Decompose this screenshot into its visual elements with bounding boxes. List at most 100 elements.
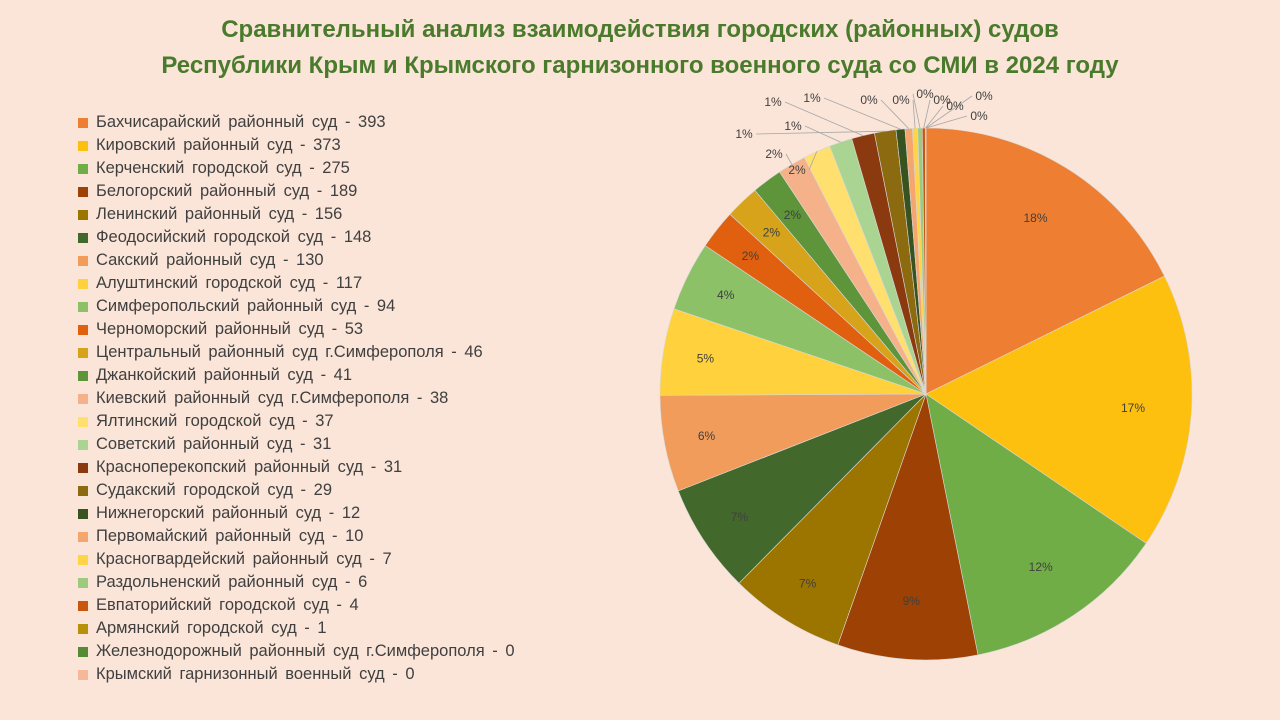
legend-swatch: [78, 577, 88, 588]
legend-label: Красноперекопский районный суд - 31: [96, 458, 403, 476]
legend-item: Кировский районный суд - 373: [78, 134, 515, 157]
pie-leader-line: [925, 105, 944, 129]
pie-data-label: 9%: [903, 594, 921, 608]
pie-data-label: 12%: [1029, 560, 1053, 574]
pie-data-label: 2%: [788, 163, 806, 177]
legend-label: Белогорский районный суд - 189: [96, 182, 358, 200]
legend-label: Первомайский районный суд - 10: [96, 527, 364, 545]
pie-data-label: 18%: [1023, 211, 1047, 225]
legend-swatch: [78, 232, 88, 243]
legend-swatch: [78, 531, 88, 542]
legend-item: Керченский городской суд - 275: [78, 157, 515, 180]
legend-label: Ленинский районный суд - 156: [96, 205, 343, 223]
pie-data-label: 5%: [697, 351, 715, 365]
pie-data-label: 0%: [892, 93, 910, 107]
legend-label: Железнодорожный районный суд г.Симферопо…: [96, 642, 515, 660]
legend-label: Бахчисарайский районный суд - 393: [96, 113, 386, 131]
legend-swatch: [78, 416, 88, 427]
legend-swatch: [78, 646, 88, 657]
legend-label: Армянский городской суд - 1: [96, 619, 327, 637]
legend-swatch: [78, 370, 88, 381]
legend-item: Центральный районный суд г.Симферополя -…: [78, 341, 515, 364]
legend-swatch: [78, 324, 88, 335]
legend-item: Крымский гарнизонный военный суд - 0: [78, 663, 515, 686]
pie-data-label: 1%: [803, 91, 821, 105]
pie-leader-lines: [755, 93, 973, 171]
legend-item: Феодосийский городской суд - 148: [78, 226, 515, 249]
legend-label: Крымский гарнизонный военный суд - 0: [96, 665, 415, 683]
legend-item: Евпаторийский городской суд - 4: [78, 594, 515, 617]
pie-leader-line: [925, 95, 973, 129]
pie-data-label: 2%: [784, 208, 802, 222]
legend-item: Нижнегорский районный суд - 12: [78, 502, 515, 525]
legend-label: Алуштинский городской суд - 117: [96, 274, 363, 292]
pie-data-label: 0%: [970, 109, 988, 123]
pie-data-label: 17%: [1121, 401, 1145, 415]
legend-item: Сакский районный суд - 130: [78, 249, 515, 272]
pie-leader-line: [880, 99, 909, 129]
legend-item: Белогорский районный суд - 189: [78, 180, 515, 203]
legend-swatch: [78, 209, 88, 220]
legend-label: Евпаторийский городской суд - 4: [96, 596, 359, 614]
pie-data-label: 7%: [731, 510, 749, 524]
pie-leader-line: [785, 153, 793, 165]
pie-slice: [738, 393, 927, 646]
legend-swatch: [78, 186, 88, 197]
legend-swatch: [78, 554, 88, 565]
legend-item: Раздольненский районный суд - 6: [78, 571, 515, 594]
legend-label: Черноморский районный суд - 53: [96, 320, 364, 338]
pie-slice: [925, 127, 1165, 395]
chart-title-line-1: Сравнительный анализ взаимодействия горо…: [221, 16, 1059, 43]
legend-item: Армянский городской суд - 1: [78, 617, 515, 640]
legend-item: Черноморский районный суд - 53: [78, 318, 515, 341]
legend-label: Ялтинский городской суд - 37: [96, 412, 334, 430]
pie-leader-line: [912, 99, 916, 129]
legend-label: Нижнегорский районный суд - 12: [96, 504, 361, 522]
legend-swatch: [78, 508, 88, 519]
pie-data-label: 7%: [799, 577, 817, 591]
legend-item: Железнодорожный районный суд г.Симферопо…: [78, 640, 515, 663]
pie-data-labels: 18%17%12%9%7%7%6%5%4%2%2%2%2%2%1%1%1%1% 0…: [697, 87, 1146, 608]
legend-swatch: [78, 669, 88, 680]
pie-data-label: 1%: [764, 95, 782, 109]
pie-leader-line: [912, 93, 921, 129]
pie-data-label: 2%: [742, 249, 760, 263]
legend-swatch: [78, 393, 88, 404]
legend-label: Советский районный суд - 31: [96, 435, 332, 453]
chart-title-line-2: Республики Крым и Крымского гарнизонного…: [161, 52, 1119, 79]
legend-item: Бахчисарайский районный суд - 393: [78, 111, 515, 134]
legend-item: Первомайский районный суд - 10: [78, 525, 515, 548]
legend-item: Красноперекопский районный суд - 31: [78, 456, 515, 479]
chart-title: Сравнительный анализ взаимодействия горо…: [0, 12, 1280, 84]
pie-leader-line: [784, 101, 864, 136]
legend-label: Красногвардейский районный суд - 7: [96, 550, 392, 568]
legend-item: Джанкойский районный суд - 41: [78, 364, 515, 387]
legend-swatch: [78, 255, 88, 266]
pie-leader-line: [925, 115, 968, 129]
legend-swatch: [78, 117, 88, 128]
pie-slice: [677, 393, 927, 584]
legend-label: Раздольненский районный суд - 6: [96, 573, 368, 591]
pie-data-label: 1%: [784, 119, 802, 133]
pie-slices: [659, 127, 1193, 661]
legend-swatch: [78, 301, 88, 312]
legend-swatch: [78, 600, 88, 611]
pie-data-label: 4%: [717, 288, 735, 302]
legend-label: Феодосийский городской суд - 148: [96, 228, 372, 246]
pie-data-label: 0%: [946, 99, 964, 113]
legend-swatch: [78, 140, 88, 151]
legend-item: Киевский районный суд г.Симферополя - 38: [78, 387, 515, 410]
pie-data-label: 2%: [763, 226, 781, 240]
pie-data-label: 2%: [765, 147, 783, 161]
legend-swatch: [78, 278, 88, 289]
legend-item: Ялтинский городской суд - 37: [78, 410, 515, 433]
pie-slice: [837, 392, 979, 661]
pie-leader-line: [923, 99, 931, 129]
pie-leader-line: [808, 151, 818, 171]
legend-item: Ленинский районный суд - 156: [78, 203, 515, 226]
legend-label: Сакский районный суд - 130: [96, 251, 324, 269]
legend-label: Кировский районный суд - 373: [96, 136, 341, 154]
pie-data-label: 1%: [735, 127, 753, 141]
legend-label: Симферопольский районный суд - 94: [96, 297, 396, 315]
